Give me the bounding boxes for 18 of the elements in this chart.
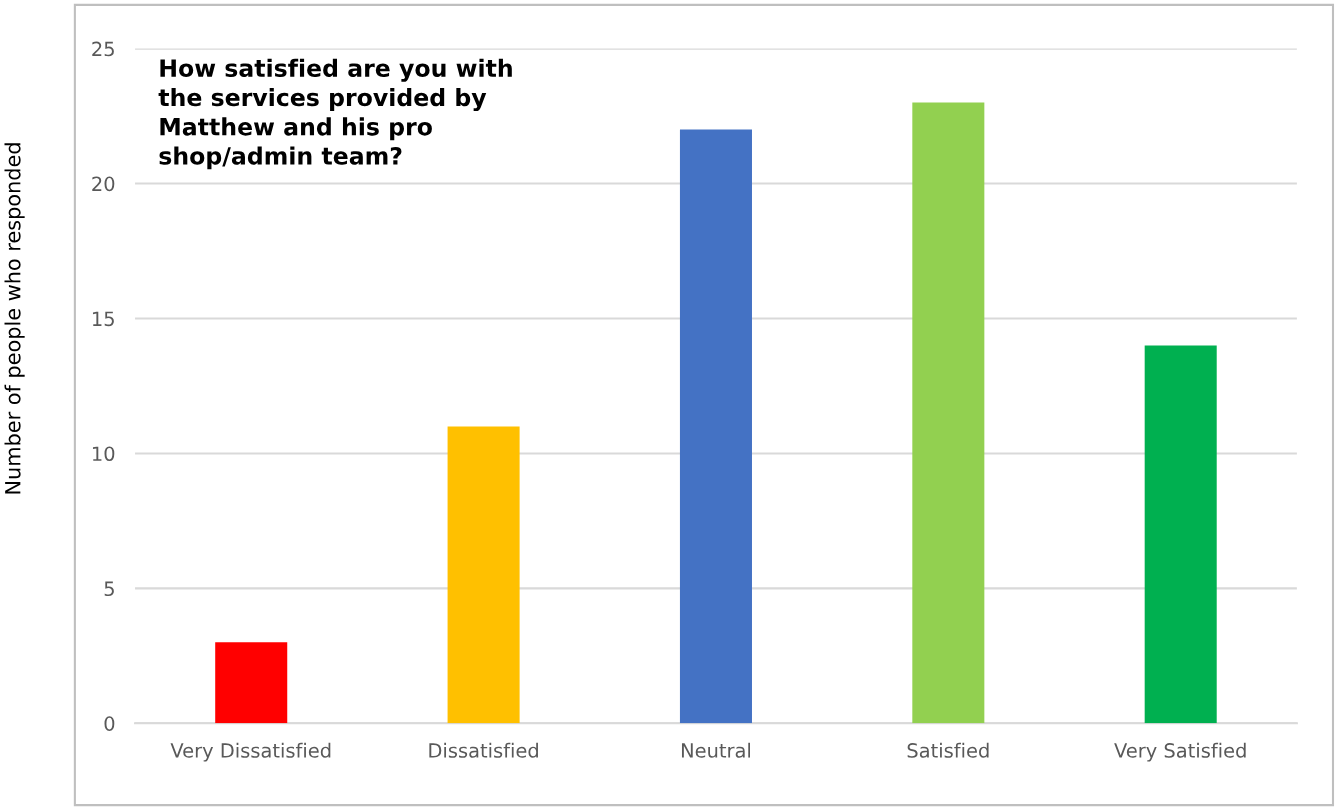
y-axis-title: Number of people who responded (4, 143, 25, 494)
bar (215, 642, 288, 724)
y-tick-label: 15 (92, 311, 114, 327)
bar (1144, 345, 1217, 724)
x-tick-label: Dissatisfied (429, 742, 538, 758)
bar (912, 102, 985, 724)
y-tick-label: 25 (92, 41, 114, 57)
y-tick-label: 20 (92, 176, 115, 192)
x-tick-label: Neutral (681, 742, 751, 758)
x-tick-label: Very Satisfied (1114, 742, 1246, 762)
x-tick-label: Satisfied (907, 742, 989, 758)
bar (679, 129, 752, 724)
y-tick-label: 0 (104, 716, 115, 731)
y-tick-label: 10 (92, 446, 115, 462)
x-tick-label: Very Dissatisfied (170, 742, 331, 762)
y-tick-label: 5 (104, 581, 114, 597)
bar (447, 426, 520, 724)
text: How satisfied are you with the services provided by Matthew and his pro shop/admin team? (158, 58, 512, 170)
